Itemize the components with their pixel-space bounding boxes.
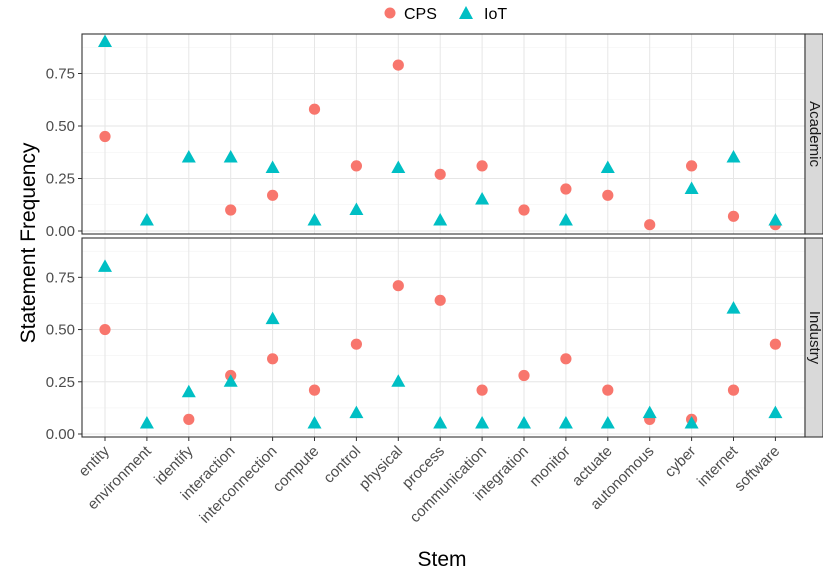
x-axis: entityenvironmentidentifyinteractioninte… (75, 437, 783, 527)
point-iot-control (349, 405, 364, 419)
legend-label-iot: IoT (484, 6, 507, 23)
point-cps-control (350, 160, 362, 172)
point-iot-process (433, 213, 448, 226)
point-cps-communication (476, 160, 488, 172)
y-tick-label: 0.25 (46, 171, 75, 188)
point-iot-compute (307, 213, 322, 226)
point-iot-actuate (600, 416, 615, 429)
point-cps-communication (476, 384, 488, 396)
point-cps-software (769, 338, 782, 350)
point-iot-identify (181, 150, 196, 163)
point-iot-autonomous (642, 405, 657, 419)
y-tick-label: 0.00 (46, 223, 75, 240)
point-cps-process (434, 294, 446, 306)
panel-background (82, 238, 805, 437)
point-iot-cyber (684, 181, 699, 194)
point-iot-cyber (684, 416, 699, 429)
y-tick-label: 0.25 (46, 374, 75, 391)
point-iot-process (433, 416, 448, 429)
x-tick-label-cyber: cyber (661, 443, 699, 481)
x-tick-label-monitor: monitor (526, 443, 573, 490)
legend-key-iot (459, 6, 473, 19)
x-tick-label-physical: physical (356, 443, 406, 493)
point-iot-internet (726, 301, 741, 314)
point-iot-monitor (558, 213, 573, 226)
panel-industry: 0.00 0.25 0.50 0.75 Industry (46, 237, 823, 443)
y-tick-label: 0.75 (46, 66, 75, 83)
point-cps-interaction (225, 204, 237, 216)
point-iot-integration (517, 416, 531, 429)
panel-academic: 0.00 0.25 0.50 0.75 Academic (46, 33, 823, 240)
point-cps-monitor (560, 353, 572, 365)
point-cps-integration (518, 204, 530, 216)
point-cps-cyber (686, 160, 698, 172)
point-cps-identify (183, 413, 195, 425)
point-cps-internet (727, 210, 740, 222)
point-iot-interconnection (265, 160, 280, 173)
panel-background (82, 34, 805, 234)
y-tick-label: 0.00 (46, 426, 75, 443)
point-cps-monitor (560, 183, 572, 195)
x-tick-label-entity: entity (75, 442, 113, 480)
x-axis-title: Stem (417, 548, 466, 571)
point-iot-interaction (223, 150, 238, 163)
legend-label-cps: CPS (404, 6, 437, 23)
panels: 0.00 0.25 0.50 0.75 Academic 0.00 0.25 0.50 0.75… (46, 33, 823, 443)
point-cps-actuate (602, 384, 614, 396)
point-iot-physical (391, 160, 406, 173)
point-iot-environment (139, 213, 154, 226)
point-cps-integration (518, 369, 530, 382)
point-iot-physical (391, 374, 406, 387)
point-cps-control (350, 338, 362, 350)
point-iot-entity (98, 34, 112, 47)
facet-strip (804, 33, 823, 235)
point-iot-interconnection (265, 311, 280, 325)
point-iot-monitor (558, 416, 573, 429)
point-cps-process (434, 168, 446, 180)
point-cps-compute (308, 103, 321, 115)
point-iot-compute (307, 416, 322, 429)
x-tick-label-interconnection: interconnection (196, 443, 280, 527)
point-cps-actuate (602, 189, 614, 201)
point-iot-interaction (223, 374, 238, 387)
point-cps-physical (392, 280, 404, 292)
point-iot-software (768, 405, 783, 419)
legend-key-cps (384, 7, 396, 19)
point-iot-environment (139, 416, 154, 429)
facet-strip (804, 237, 823, 438)
point-cps-internet (727, 384, 740, 396)
y-axis-title: Statement Frequency (17, 142, 40, 343)
point-cps-entity (99, 323, 111, 336)
point-iot-internet (726, 150, 741, 163)
point-iot-communication (475, 192, 490, 205)
facet-label: Academic (806, 101, 823, 167)
x-tick-label-software: software (731, 443, 783, 495)
point-cps-interconnection (267, 353, 279, 365)
point-cps-physical (392, 59, 404, 71)
point-iot-communication (475, 416, 490, 429)
facet-label: Industry (806, 311, 823, 365)
point-cps-entity (99, 130, 111, 143)
point-cps-autonomous (644, 219, 656, 231)
point-iot-actuate (600, 160, 615, 173)
point-cps-interconnection (267, 189, 279, 201)
point-iot-software (768, 213, 783, 226)
y-tick-label: 0.50 (46, 322, 75, 339)
x-tick-label-compute: compute (270, 443, 323, 496)
y-tick-label: 0.50 (46, 118, 75, 135)
y-tick-label: 0.75 (46, 269, 75, 286)
legend: CPS IoT (384, 6, 507, 23)
point-cps-compute (308, 384, 321, 396)
point-iot-entity (98, 259, 112, 272)
point-iot-identify (181, 384, 196, 398)
point-iot-control (349, 202, 364, 215)
